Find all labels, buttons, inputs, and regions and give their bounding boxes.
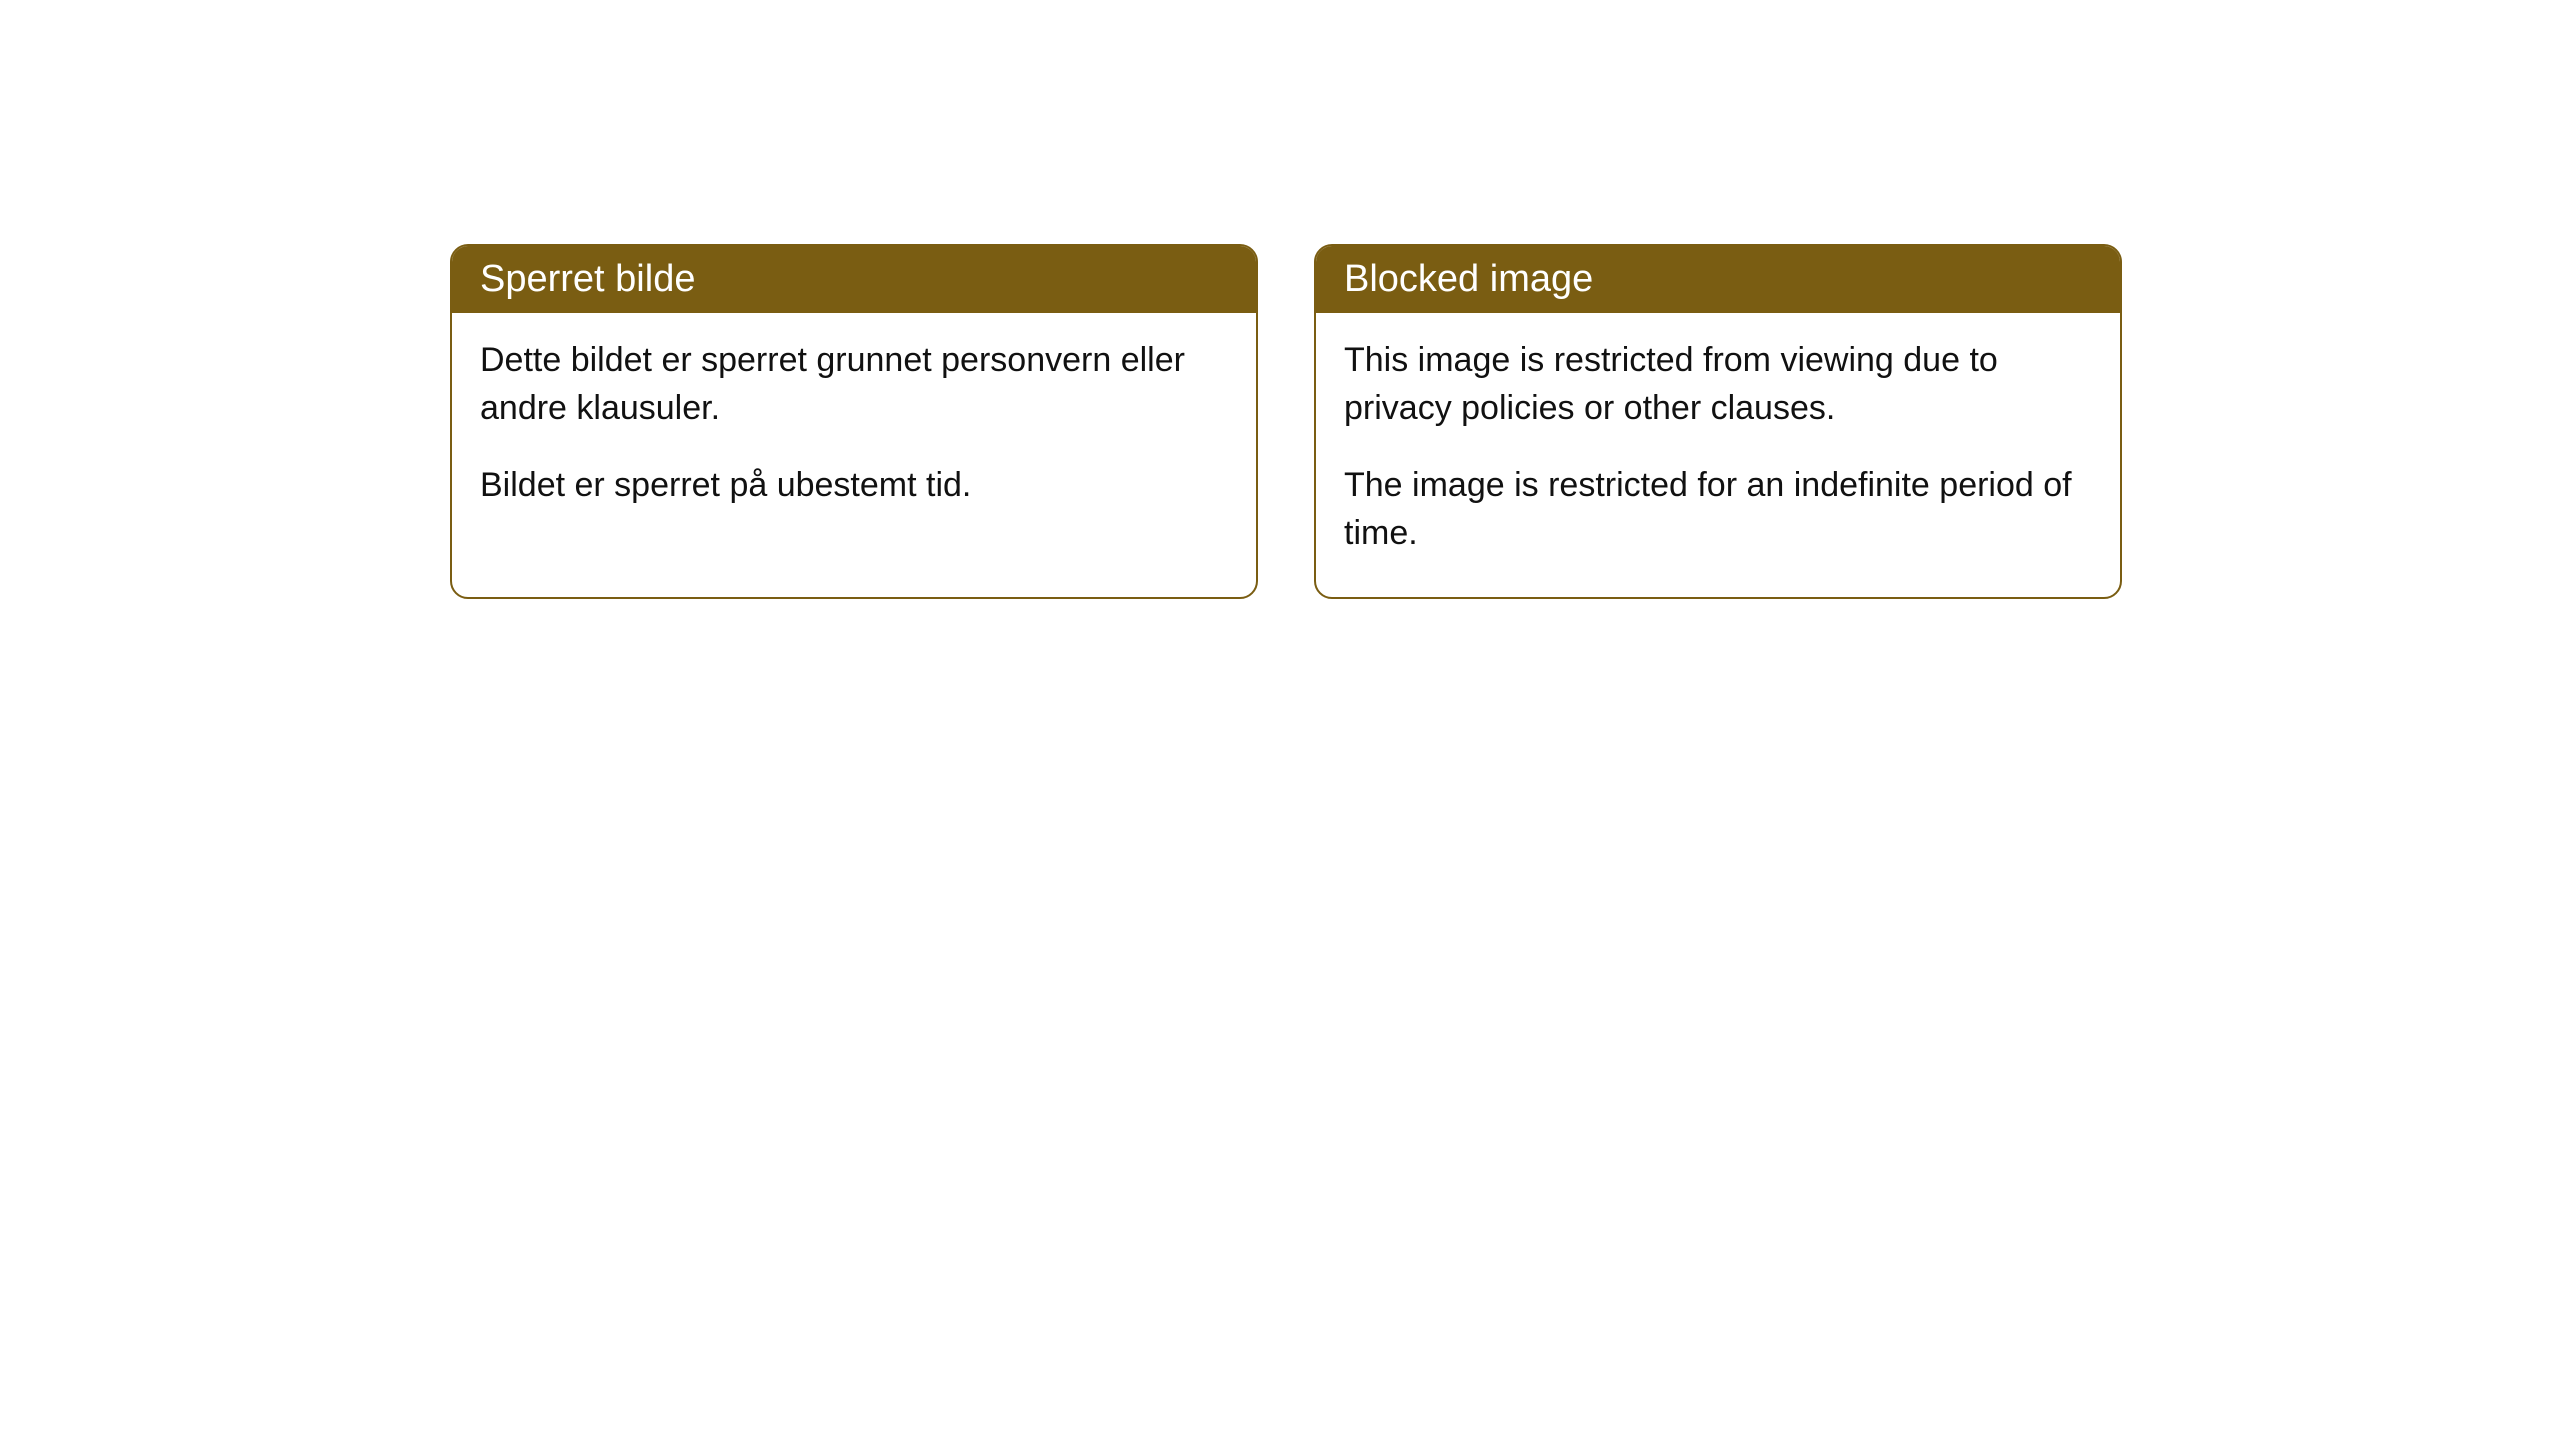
card-paragraph: The image is restricted for an indefinit… bbox=[1344, 462, 2092, 557]
card-title: Sperret bilde bbox=[480, 258, 695, 300]
card-body-norwegian: Dette bildet er sperret grunnet personve… bbox=[452, 313, 1256, 550]
card-body-english: This image is restricted from viewing du… bbox=[1316, 313, 2120, 597]
card-header-norwegian: Sperret bilde bbox=[452, 246, 1256, 313]
card-header-english: Blocked image bbox=[1316, 246, 2120, 313]
notice-card-norwegian: Sperret bilde Dette bildet er sperret gr… bbox=[450, 244, 1258, 599]
card-paragraph: Dette bildet er sperret grunnet personve… bbox=[480, 337, 1228, 432]
card-title: Blocked image bbox=[1344, 258, 1593, 300]
card-paragraph: Bildet er sperret på ubestemt tid. bbox=[480, 462, 1228, 510]
notice-card-english: Blocked image This image is restricted f… bbox=[1314, 244, 2122, 599]
notice-cards-container: Sperret bilde Dette bildet er sperret gr… bbox=[450, 244, 2122, 599]
card-paragraph: This image is restricted from viewing du… bbox=[1344, 337, 2092, 432]
